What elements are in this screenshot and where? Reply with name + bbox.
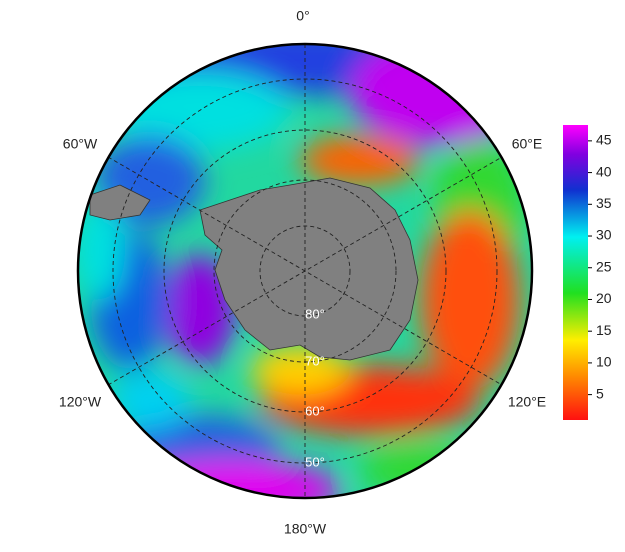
colorbar-tick-label: 35 [596,195,612,211]
map-border [76,42,534,500]
south-america [89,184,151,221]
longitude-label: 120°W [59,394,102,410]
graticule [107,44,503,498]
latitude-label: 50° [305,454,325,469]
colorbar-tick-label: 5 [596,385,604,401]
latitude-label: 70° [305,353,325,368]
longitude-label: 60°W [63,136,98,152]
colorbar-tick-label: 10 [596,354,612,370]
longitude-label: 0° [296,8,309,24]
colorbar-tick-label: 15 [596,322,612,338]
colorbar-tick-label: 40 [596,163,612,179]
colorbar [563,125,588,420]
longitude-label: 60°E [512,136,543,152]
colorbar-tick-label: 30 [596,227,612,243]
longitude-label: 180°W [284,521,327,537]
latitude-label: 60° [305,403,325,418]
data-field [78,44,532,498]
colorbar-tick-label: 20 [596,290,612,306]
longitude-label: 120°E [508,394,546,410]
latitude-label: 80° [305,306,325,321]
colorbar-tick-label: 25 [596,258,612,274]
colorbar-tick-label: 45 [596,132,612,148]
